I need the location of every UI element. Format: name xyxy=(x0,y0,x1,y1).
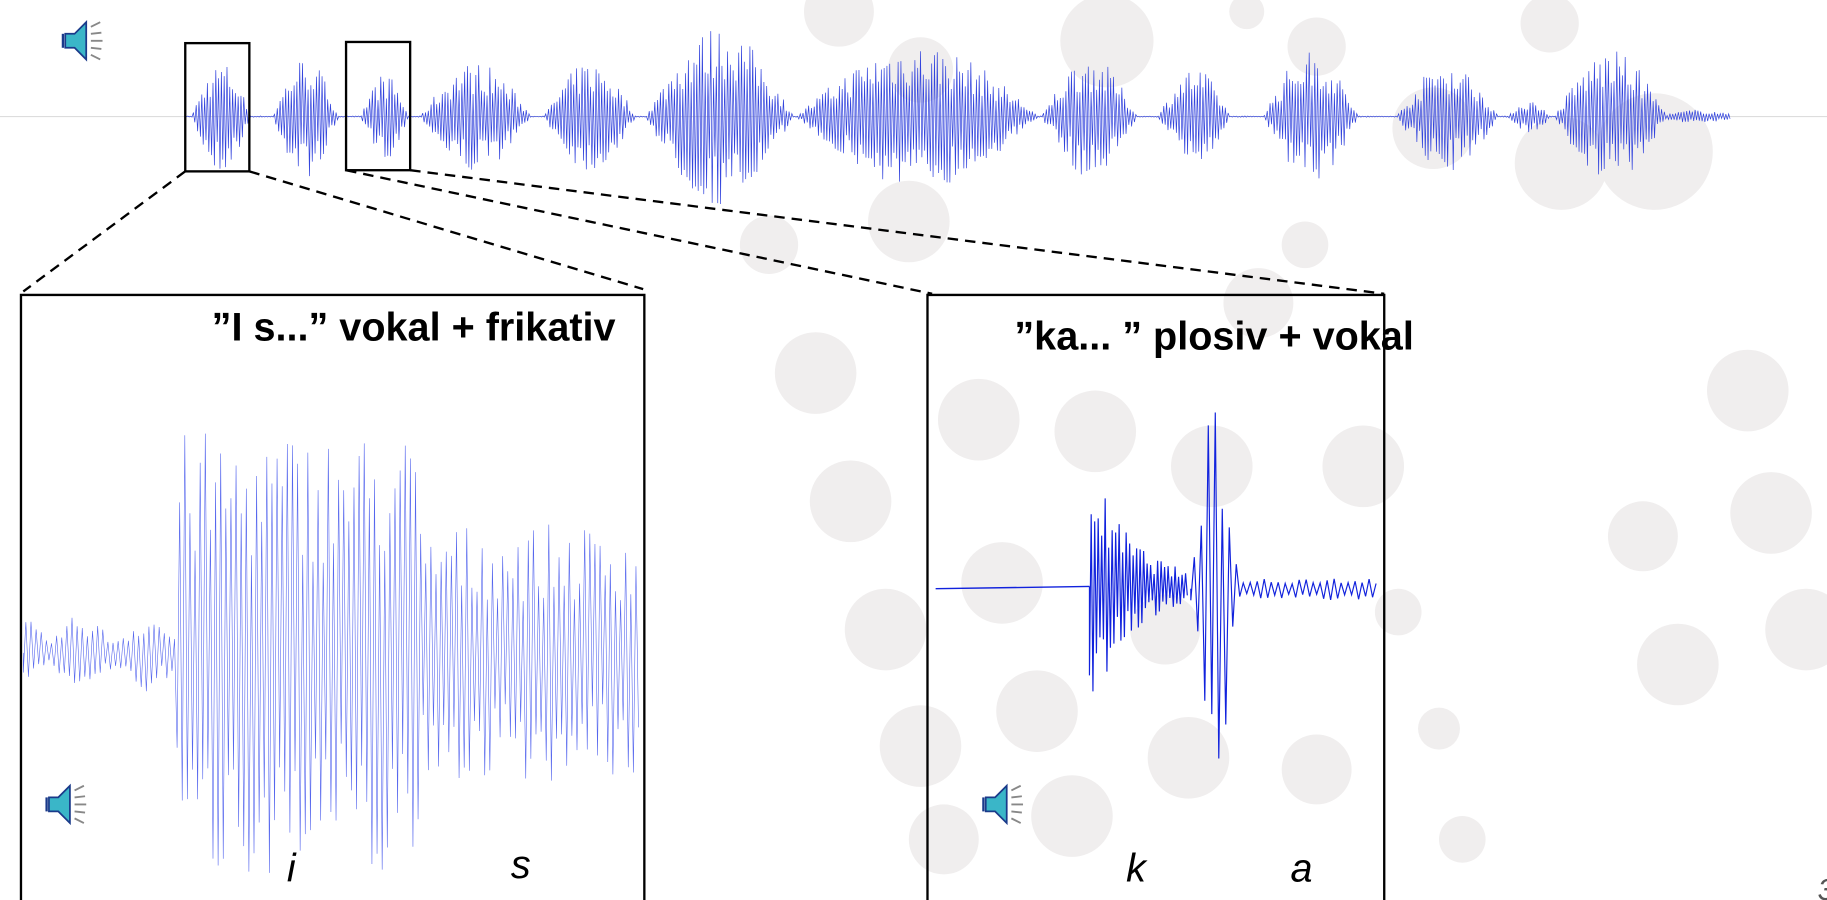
background-dot xyxy=(1596,93,1713,210)
background-dot xyxy=(1438,816,1486,863)
background-dot xyxy=(1730,472,1812,554)
background-dot xyxy=(1706,349,1789,432)
phoneme-label: s xyxy=(511,843,531,887)
background-dot xyxy=(1171,425,1253,508)
background-dot xyxy=(1054,390,1137,473)
waveform xyxy=(1190,412,1377,759)
waveforms xyxy=(23,31,1731,873)
waveform xyxy=(935,585,1090,590)
zoom-line xyxy=(249,170,644,291)
background-dot xyxy=(1765,588,1827,671)
waveform xyxy=(186,31,1731,205)
waveform xyxy=(1088,498,1188,692)
background-dot xyxy=(1147,716,1230,799)
phoneme-label: k xyxy=(1126,846,1148,890)
background-dot xyxy=(844,588,927,671)
selection-box xyxy=(344,40,412,172)
background-dot xyxy=(1130,594,1201,665)
background-dot xyxy=(739,215,799,274)
background-dot xyxy=(1637,623,1719,706)
selection-box xyxy=(184,41,251,173)
panel-title: ”ka... ” plosiv + vokal xyxy=(1014,315,1413,359)
background-dot xyxy=(1281,734,1352,805)
background-dot xyxy=(937,378,1020,461)
page-number: 3 xyxy=(1818,874,1827,900)
background-dot xyxy=(1031,775,1113,857)
zoom-lines xyxy=(22,169,1385,295)
zoom-line xyxy=(409,169,1385,295)
background-dot xyxy=(1287,17,1346,76)
speaker-icon[interactable] xyxy=(45,784,88,825)
background-dot xyxy=(996,670,1078,752)
phoneme-label: a xyxy=(1290,846,1312,890)
phoneme-label: i xyxy=(287,846,297,890)
background-dot xyxy=(1374,588,1422,636)
zoom-line xyxy=(345,169,933,295)
background-dot xyxy=(1418,707,1460,750)
panel-title: ”I s...” vokal + frikativ xyxy=(212,305,616,349)
background-dot xyxy=(1607,501,1678,572)
background-dot xyxy=(803,0,874,47)
waveform xyxy=(23,433,639,873)
zoom-line xyxy=(22,170,186,293)
background-dot xyxy=(774,332,857,414)
background-dot xyxy=(1281,221,1329,269)
background-dot xyxy=(1060,0,1154,88)
speaker-icon[interactable] xyxy=(61,20,104,61)
background-dot xyxy=(809,460,892,543)
panel-frame xyxy=(926,293,1386,900)
background-dot xyxy=(1520,0,1579,53)
background-dot xyxy=(1223,268,1294,339)
speaker-icon[interactable] xyxy=(982,784,1025,825)
background-dot xyxy=(1322,425,1405,508)
background-dot xyxy=(868,180,950,263)
background-dot xyxy=(961,542,1043,624)
background-dot xyxy=(879,705,962,787)
panel-frame xyxy=(19,293,646,900)
background-dot xyxy=(1229,0,1265,30)
background-dot xyxy=(908,804,979,875)
